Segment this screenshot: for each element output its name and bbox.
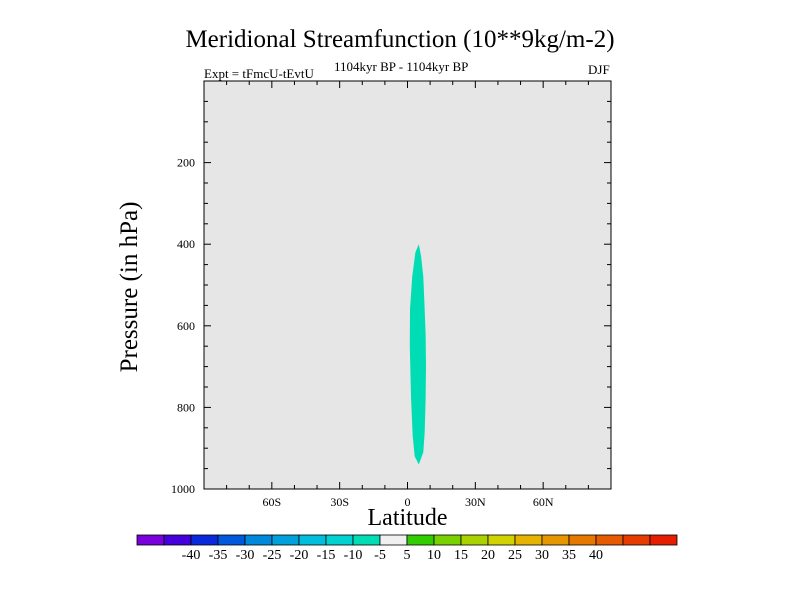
colorbar-label: -15 xyxy=(317,548,336,563)
x-tick-label: 60S xyxy=(262,495,281,509)
experiment-label: Expt = tFmcU-tEvtU xyxy=(204,66,314,81)
colorbar-swatch xyxy=(379,534,408,546)
colorbar-label: -35 xyxy=(209,548,228,563)
colorbar-swatch xyxy=(271,534,300,546)
colorbar-label: 35 xyxy=(562,548,576,563)
colorbar-swatch xyxy=(595,534,624,546)
colorbar-label: 10 xyxy=(427,548,441,563)
x-tick-label: 60N xyxy=(533,495,554,509)
colorbar-swatch xyxy=(244,534,273,546)
colorbar-swatch xyxy=(352,534,381,546)
colorbar-label: -30 xyxy=(236,548,255,563)
colorbar-swatch xyxy=(217,534,246,546)
colorbar-swatch xyxy=(460,534,489,546)
x-axis-label: Latitude xyxy=(367,505,448,531)
colorbar-swatch xyxy=(190,534,219,546)
colorbar-label: -20 xyxy=(290,548,309,563)
colorbar-swatch xyxy=(163,534,192,546)
chart-title: Meridional Streamfunction (10**9kg/m-2) xyxy=(185,26,615,53)
colorbar-swatch xyxy=(649,534,678,546)
colorbar-label: 15 xyxy=(454,548,468,563)
colorbar-swatch xyxy=(325,534,354,546)
colorbar-swatch xyxy=(136,534,165,546)
colorbar-swatch xyxy=(568,534,597,546)
colorbar-swatch xyxy=(514,534,543,546)
colorbar-swatch xyxy=(298,534,327,546)
y-tick-label: 200 xyxy=(177,156,195,170)
colorbar-label: 30 xyxy=(535,548,549,563)
colorbar-swatch xyxy=(541,534,570,546)
y-tick-label: 600 xyxy=(177,319,195,333)
y-tick-label: 1000 xyxy=(171,482,195,496)
colorbar-label: -40 xyxy=(182,548,201,563)
colorbar-swatch xyxy=(622,534,651,546)
x-tick-label: 0 xyxy=(405,495,411,509)
colorbar-label: 5 xyxy=(404,548,411,563)
x-tick-label: 30N xyxy=(465,495,486,509)
y-tick-label: 400 xyxy=(177,237,195,251)
colorbar-swatch xyxy=(406,534,435,546)
y-tick-label: 800 xyxy=(177,400,195,414)
colorbar-label: -25 xyxy=(263,548,282,563)
colorbar-swatch xyxy=(487,534,516,546)
contour-fill-region xyxy=(409,244,426,465)
time-range-label: 1104kyr BP - 1104kyr BP xyxy=(334,59,469,74)
colorbar-label: 40 xyxy=(589,548,603,563)
x-tick-label: 30S xyxy=(330,495,349,509)
colorbar-label: 20 xyxy=(481,548,495,563)
season-label: DJF xyxy=(588,62,610,77)
colorbar-swatch xyxy=(433,534,462,546)
colorbar-label: 25 xyxy=(508,548,522,563)
plot-background xyxy=(204,81,611,489)
colorbar-label: -5 xyxy=(374,548,386,563)
colorbar-label: -10 xyxy=(344,548,363,563)
